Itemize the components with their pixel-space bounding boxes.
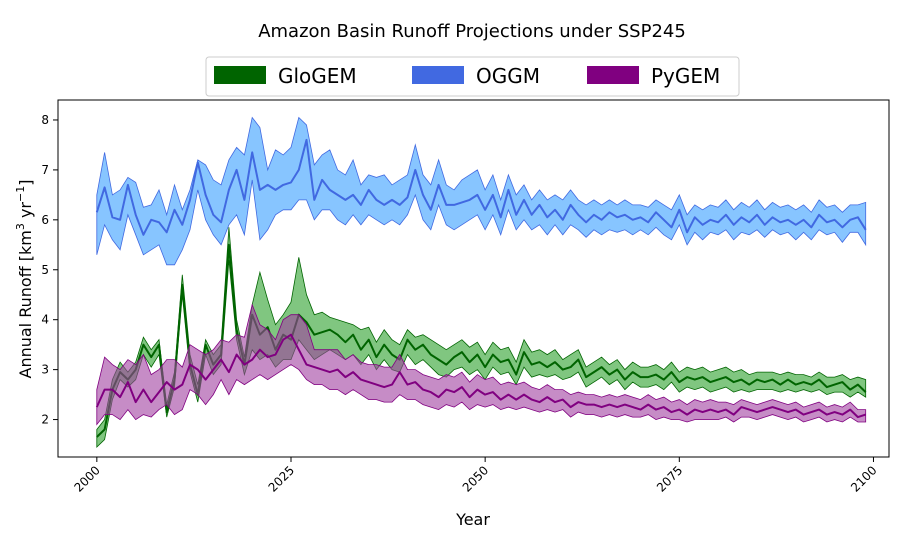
series-pygem-line xyxy=(95,333,867,419)
x-axis-title: Year xyxy=(455,510,490,529)
legend: GloGEM OGGM PyGEM xyxy=(205,56,740,97)
chart-title: Amazon Basin Runoff Projections under SS… xyxy=(258,21,686,42)
series-oggm xyxy=(95,116,867,266)
series-oggm-line xyxy=(95,138,867,236)
legend-label-oggm: OGGM xyxy=(476,64,540,88)
y-axis-title: Annual Runoff [km3 yr−1] xyxy=(14,180,35,379)
series-pygem xyxy=(95,303,867,426)
legend-label-glogem: GloGEM xyxy=(278,64,357,88)
y-tick-label: 4 xyxy=(41,313,49,327)
plot-frame xyxy=(57,99,890,458)
legend-label-pygem: PyGEM xyxy=(651,64,720,88)
legend-item-glogem: GloGEM xyxy=(214,64,357,88)
legend-item-oggm: OGGM xyxy=(412,64,540,88)
series-layer xyxy=(95,116,867,448)
legend-swatch-glogem xyxy=(214,66,266,84)
y-tick-label: 8 xyxy=(41,113,49,127)
y-tick-label: 7 xyxy=(41,163,49,177)
series-glogem-line xyxy=(96,243,867,438)
legend-items: GloGEM OGGM PyGEM xyxy=(214,64,720,88)
y-tick-label: 2 xyxy=(41,413,49,427)
legend-item-pygem: PyGEM xyxy=(587,64,720,88)
y-tick-label: 6 xyxy=(41,213,49,227)
legend-swatch-pygem xyxy=(587,66,639,84)
legend-swatch-oggm xyxy=(412,66,464,84)
series-pygem-band xyxy=(96,303,867,426)
y-tick-label: 3 xyxy=(41,363,49,377)
series-oggm-band xyxy=(96,116,867,266)
y-tick-label: 5 xyxy=(41,263,49,277)
